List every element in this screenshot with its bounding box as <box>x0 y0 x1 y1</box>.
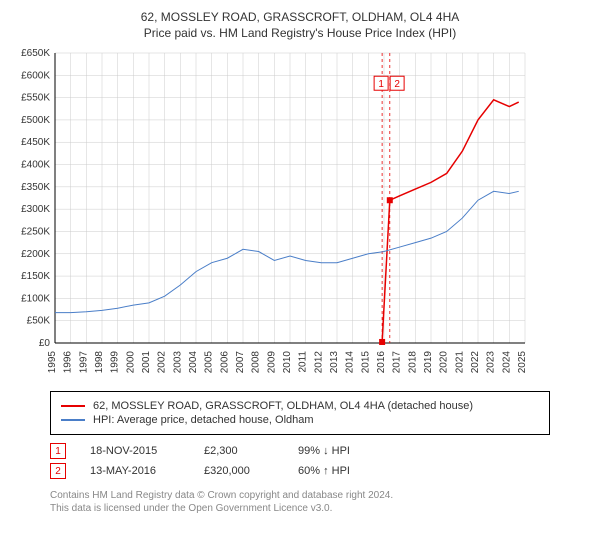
legend-label: HPI: Average price, detached house, Oldh… <box>93 414 314 426</box>
svg-text:2018: 2018 <box>407 351 418 374</box>
svg-text:£0: £0 <box>39 338 51 349</box>
event-date: 13-MAY-2016 <box>90 465 180 477</box>
svg-text:£600K: £600K <box>21 70 50 81</box>
chart-area: £0 £50K £100K £150K £200K £250K £300K £350K £400… <box>10 48 590 381</box>
svg-text:1997: 1997 <box>78 351 89 374</box>
svg-text:2010: 2010 <box>282 351 293 374</box>
price-chart: £0 £50K £100K £150K £200K £250K £300K £350K £400… <box>10 48 535 378</box>
event-marker-icon: 2 <box>50 463 66 479</box>
svg-text:2011: 2011 <box>298 351 309 373</box>
legend: 62, MOSSLEY ROAD, GRASSCROFT, OLDHAM, OL… <box>50 391 550 435</box>
svg-text:2021: 2021 <box>454 351 465 374</box>
svg-text:2000: 2000 <box>125 351 136 374</box>
event-delta: 60% ↑ HPI <box>298 465 408 477</box>
svg-text:2015: 2015 <box>360 351 371 374</box>
svg-text:1999: 1999 <box>110 351 121 374</box>
attribution-line: Contains HM Land Registry data © Crown c… <box>50 489 550 502</box>
chart-container: 62, MOSSLEY ROAD, GRASSCROFT, OLDHAM, OL… <box>10 10 590 515</box>
svg-text:£500K: £500K <box>21 115 50 126</box>
svg-text:2013: 2013 <box>329 351 340 374</box>
svg-text:£200K: £200K <box>21 249 50 260</box>
svg-text:2012: 2012 <box>313 351 324 374</box>
svg-text:2016: 2016 <box>376 351 387 374</box>
svg-text:2014: 2014 <box>345 351 356 374</box>
event-price: £2,300 <box>204 445 274 457</box>
svg-text:£400K: £400K <box>21 160 50 171</box>
svg-text:2020: 2020 <box>439 351 450 374</box>
svg-text:2022: 2022 <box>470 351 481 374</box>
svg-text:£650K: £650K <box>21 48 50 59</box>
svg-text:2004: 2004 <box>188 351 199 374</box>
svg-text:1996: 1996 <box>63 351 74 374</box>
svg-text:£100K: £100K <box>21 293 50 304</box>
legend-swatch-icon <box>61 405 85 407</box>
svg-text:2017: 2017 <box>392 351 403 374</box>
event-price: £320,000 <box>204 465 274 477</box>
svg-text:2009: 2009 <box>266 351 277 374</box>
event-row: 1 18-NOV-2015 £2,300 99% ↓ HPI <box>50 443 550 459</box>
attribution-line: This data is licensed under the Open Gov… <box>50 502 550 515</box>
event-marker-icon: 1 <box>50 443 66 459</box>
svg-text:2007: 2007 <box>235 351 246 374</box>
legend-item: 62, MOSSLEY ROAD, GRASSCROFT, OLDHAM, OL… <box>61 400 539 412</box>
event-row: 2 13-MAY-2016 £320,000 60% ↑ HPI <box>50 463 550 479</box>
legend-item: HPI: Average price, detached house, Oldh… <box>61 414 539 426</box>
svg-text:£250K: £250K <box>21 226 50 237</box>
svg-text:2: 2 <box>394 79 400 90</box>
event-date: 18-NOV-2015 <box>90 445 180 457</box>
svg-text:2019: 2019 <box>423 351 434 374</box>
svg-text:£450K: £450K <box>21 137 50 148</box>
svg-text:£300K: £300K <box>21 204 50 215</box>
svg-text:2005: 2005 <box>204 351 215 374</box>
svg-text:£350K: £350K <box>21 182 50 193</box>
svg-text:1998: 1998 <box>94 351 105 374</box>
legend-label: 62, MOSSLEY ROAD, GRASSCROFT, OLDHAM, OL… <box>93 400 473 412</box>
svg-text:2002: 2002 <box>157 351 168 374</box>
attribution: Contains HM Land Registry data © Crown c… <box>50 489 550 515</box>
page-subtitle: Price paid vs. HM Land Registry's House … <box>10 26 590 40</box>
svg-text:£150K: £150K <box>21 271 50 282</box>
legend-swatch-icon <box>61 419 85 421</box>
svg-text:1995: 1995 <box>47 351 58 374</box>
svg-text:2025: 2025 <box>517 351 528 374</box>
events-table: 1 18-NOV-2015 £2,300 99% ↓ HPI 2 13-MAY-… <box>50 443 550 479</box>
svg-text:2023: 2023 <box>486 351 497 374</box>
svg-text:2024: 2024 <box>501 351 512 374</box>
svg-text:£550K: £550K <box>21 93 50 104</box>
page-title: 62, MOSSLEY ROAD, GRASSCROFT, OLDHAM, OL… <box>10 10 590 24</box>
svg-text:£50K: £50K <box>27 316 51 327</box>
svg-text:2003: 2003 <box>172 351 183 374</box>
svg-text:2006: 2006 <box>219 351 230 374</box>
svg-text:2001: 2001 <box>141 351 152 374</box>
event-delta: 99% ↓ HPI <box>298 445 408 457</box>
svg-text:2008: 2008 <box>251 351 262 374</box>
svg-text:1: 1 <box>378 79 384 90</box>
